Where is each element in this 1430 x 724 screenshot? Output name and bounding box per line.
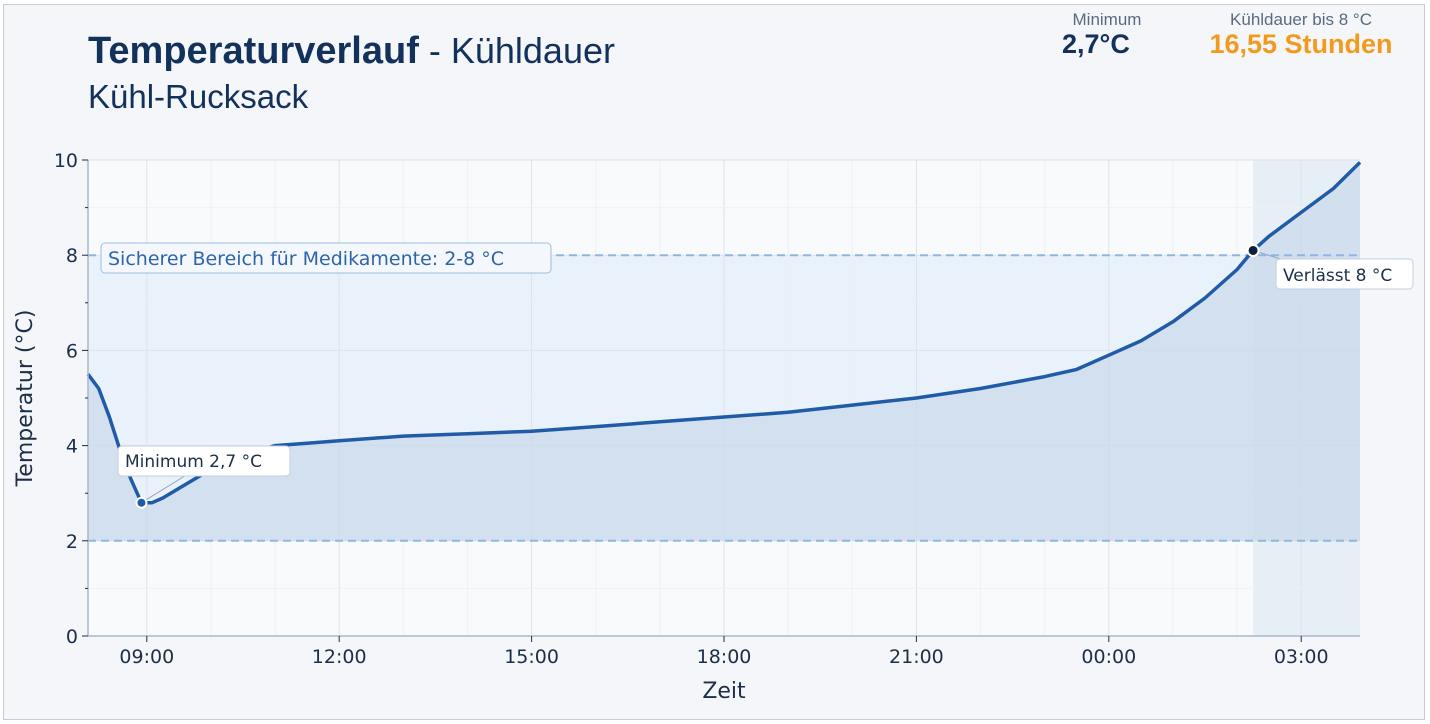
chart-subtitle: Kühl-Rucksack xyxy=(88,78,309,115)
title-bold: Temperaturverlauf xyxy=(88,30,419,72)
kpi-minimum-value: 2,7°C xyxy=(1062,29,1130,59)
kpi-minimum-label: Minimum xyxy=(1072,10,1142,29)
x-tick-label: 09:00 xyxy=(119,646,174,668)
title-rest: - Kühldauer xyxy=(418,30,615,71)
kpi-duration: Kühldauer bis 8 °C 16,55 Stunden xyxy=(1196,10,1406,60)
minimum-point xyxy=(135,496,148,509)
x-tick-label: 00:00 xyxy=(1081,646,1136,668)
kpi-duration-label: Kühldauer bis 8 °C xyxy=(1230,10,1372,29)
y-tick-label: 4 xyxy=(66,436,78,458)
y-tick-label: 0 xyxy=(66,626,78,648)
x-tick-label: 12:00 xyxy=(312,646,367,668)
minimum-annotation-leader xyxy=(141,473,189,504)
safe-range-label-box xyxy=(100,242,552,274)
x-axis-title: Zeit xyxy=(702,679,746,704)
x-tick-label: 21:00 xyxy=(889,646,944,668)
y-tick-label: 8 xyxy=(66,245,78,267)
threshold-annotation-label: Verlässt 8 °C xyxy=(1283,266,1392,286)
minimum-annotation-label: Minimum 2,7 °C xyxy=(125,452,262,472)
y-tick-label: 6 xyxy=(66,340,78,362)
kpi-minimum: Minimum 2,7°C xyxy=(1062,10,1152,60)
y-tick-label: 10 xyxy=(54,150,78,172)
temperature-area xyxy=(88,162,1360,541)
x-tick-label: 18:00 xyxy=(697,646,752,668)
threshold-crossing-point xyxy=(1246,243,1260,257)
chart-title: Temperaturverlauf - Kühldauer xyxy=(88,30,615,73)
x-tick-label: 15:00 xyxy=(504,646,559,668)
x-tick-label: 03:00 xyxy=(1274,646,1329,668)
y-axis-title: Temperatur (°C) xyxy=(13,310,38,488)
temperature-line xyxy=(86,161,1362,505)
minimum-annotation-box xyxy=(117,445,291,477)
safe-range-label: Sicherer Bereich für Medikamente: 2-8 °C xyxy=(108,248,504,270)
kpi-duration-value: 16,55 Stunden xyxy=(1209,29,1393,59)
y-tick-label: 2 xyxy=(66,531,78,553)
threshold-annotation-box xyxy=(1275,258,1414,290)
